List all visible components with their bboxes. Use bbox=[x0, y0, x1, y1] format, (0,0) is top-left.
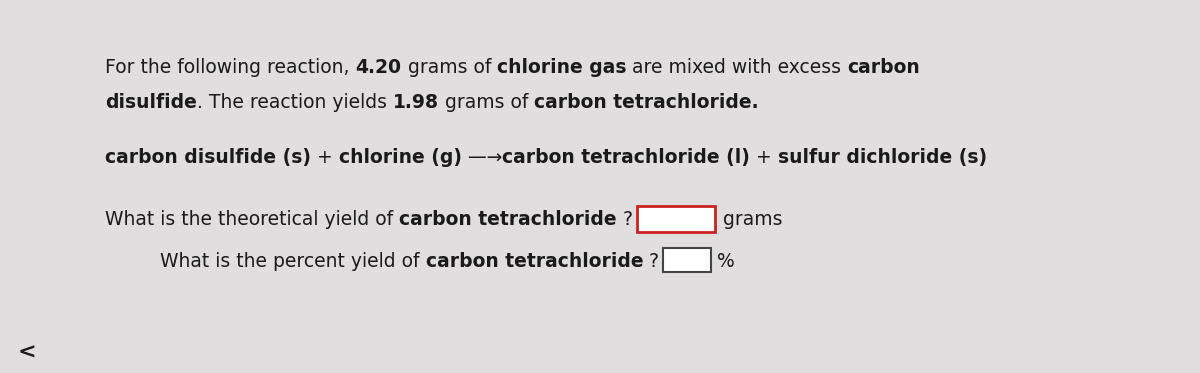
Bar bbox=[637, 206, 715, 232]
Text: For the following reaction,: For the following reaction, bbox=[106, 58, 355, 77]
Text: sulfur dichloride (s): sulfur dichloride (s) bbox=[778, 148, 986, 167]
Text: <: < bbox=[18, 343, 37, 363]
Bar bbox=[664, 248, 712, 272]
Text: What is the theoretical yield of: What is the theoretical yield of bbox=[106, 210, 400, 229]
Text: carbon tetrachloride: carbon tetrachloride bbox=[426, 252, 643, 271]
Text: chlorine gas: chlorine gas bbox=[497, 58, 626, 77]
Text: ?: ? bbox=[643, 252, 659, 271]
Text: —→: —→ bbox=[462, 148, 502, 167]
Text: grams of: grams of bbox=[439, 93, 534, 112]
Text: . The reaction yields: . The reaction yields bbox=[197, 93, 392, 112]
Text: ?: ? bbox=[617, 210, 632, 229]
Text: +: + bbox=[311, 148, 338, 167]
Text: disulfide: disulfide bbox=[106, 93, 197, 112]
Text: +: + bbox=[750, 148, 778, 167]
Text: What is the percent yield of: What is the percent yield of bbox=[160, 252, 426, 271]
Text: 1.98: 1.98 bbox=[392, 93, 439, 112]
Text: grams of: grams of bbox=[402, 58, 497, 77]
Text: grams: grams bbox=[722, 210, 782, 229]
Text: %: % bbox=[718, 252, 734, 271]
Text: carbon: carbon bbox=[847, 58, 920, 77]
Text: 4.20: 4.20 bbox=[355, 58, 402, 77]
Text: carbon tetrachloride (l): carbon tetrachloride (l) bbox=[502, 148, 750, 167]
Text: carbon disulfide (s): carbon disulfide (s) bbox=[106, 148, 311, 167]
Text: chlorine (g): chlorine (g) bbox=[338, 148, 462, 167]
Text: carbon tetrachloride.: carbon tetrachloride. bbox=[534, 93, 758, 112]
Text: carbon tetrachloride: carbon tetrachloride bbox=[400, 210, 617, 229]
Text: are mixed with excess: are mixed with excess bbox=[626, 58, 847, 77]
